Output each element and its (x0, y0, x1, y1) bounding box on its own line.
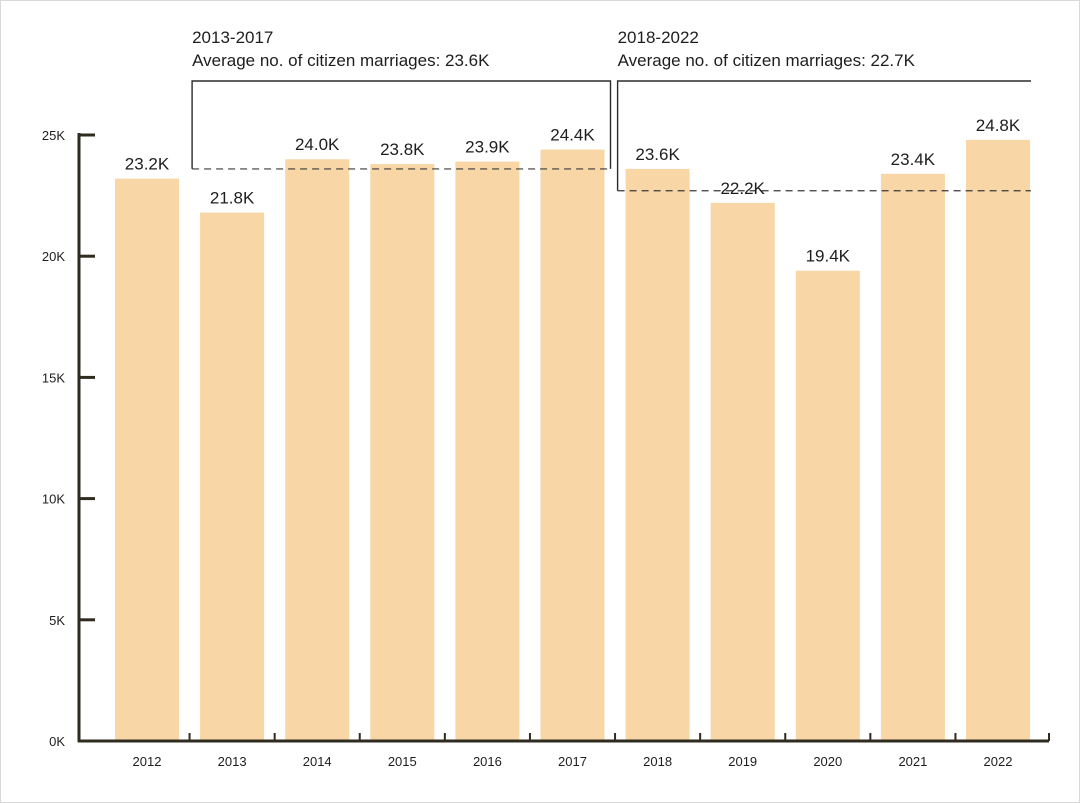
average-label-2013-2017: Average no. of citizen marriages: 23.6K (192, 51, 490, 70)
bar-2020 (795, 270, 860, 741)
bracket-2018-2022 (616, 80, 1031, 191)
x-tick-label-2013: 2013 (218, 754, 247, 769)
bar-2014 (285, 159, 350, 742)
x-tick-label-2019: 2019 (728, 754, 757, 769)
x-tick-label-2020: 2020 (813, 754, 842, 769)
x-tick-label-2017: 2017 (558, 754, 587, 769)
data-label-2012: 23.2K (125, 155, 170, 174)
bar-2016 (455, 161, 520, 741)
y-tick-label-20K: 20K (42, 249, 65, 264)
data-label-2019: 22.2K (720, 179, 765, 198)
bar-2015 (370, 164, 435, 741)
y-tick-label-25K: 25K (42, 128, 65, 143)
x-tick-label-2012: 2012 (133, 754, 162, 769)
data-label-2020: 19.4K (806, 247, 851, 266)
y-tick-label-0K: 0K (49, 734, 65, 749)
x-tick-label-2022: 2022 (984, 754, 1013, 769)
bar-2013 (200, 212, 265, 741)
bar-2019 (710, 202, 775, 741)
bracket-2013-2017 (191, 80, 612, 169)
data-label-2014: 24.0K (295, 135, 340, 154)
data-label-2018: 23.6K (635, 145, 680, 164)
bar-2017 (540, 149, 605, 741)
data-label-2017: 24.4K (550, 126, 595, 145)
x-tick-label-2016: 2016 (473, 754, 502, 769)
bar-2022 (966, 139, 1030, 741)
bar-2018 (625, 168, 690, 741)
data-label-2013: 21.8K (210, 189, 255, 208)
period-label-2013-2017: 2013-2017 (192, 28, 273, 47)
bar-2021 (880, 173, 945, 741)
y-tick-label-5K: 5K (49, 613, 65, 628)
average-label-2018-2022: Average no. of citizen marriages: 22.7K (618, 51, 916, 70)
x-tick-label-2018: 2018 (643, 754, 672, 769)
data-label-2016: 23.9K (465, 138, 510, 157)
bar-2012 (115, 178, 179, 741)
data-label-2021: 23.4K (891, 150, 936, 169)
x-tick-label-2021: 2021 (898, 754, 927, 769)
x-tick-label-2015: 2015 (388, 754, 417, 769)
y-tick-label-10K: 10K (42, 492, 65, 507)
y-tick-label-15K: 15K (42, 370, 65, 385)
data-label-2015: 23.8K (380, 140, 425, 159)
data-label-2022: 24.8K (976, 116, 1021, 135)
x-tick-label-2014: 2014 (303, 754, 332, 769)
period-label-2018-2022: 2018-2022 (618, 28, 699, 47)
